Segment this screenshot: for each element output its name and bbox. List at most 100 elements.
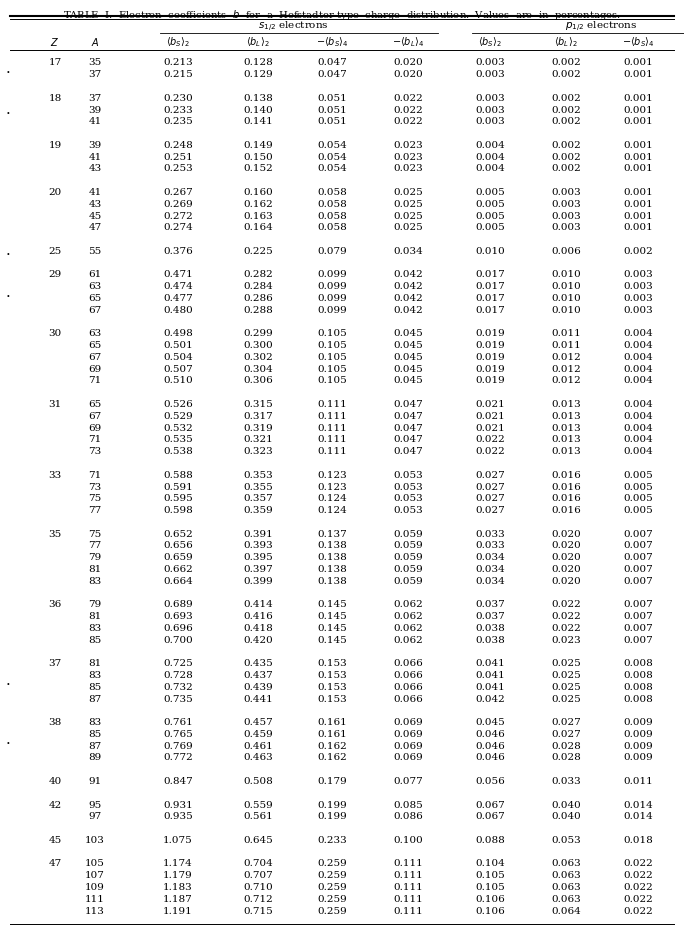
Text: 0.016: 0.016 (551, 494, 581, 503)
Text: 0.253: 0.253 (163, 164, 193, 173)
Text: 0.772: 0.772 (163, 753, 193, 762)
Text: 0.003: 0.003 (475, 105, 505, 115)
Text: 0.045: 0.045 (393, 353, 423, 362)
Text: 0.067: 0.067 (475, 813, 505, 821)
Text: 0.140: 0.140 (243, 105, 273, 115)
Text: 0.022: 0.022 (475, 435, 505, 445)
Text: 0.728: 0.728 (163, 671, 193, 680)
Text: 0.013: 0.013 (551, 447, 581, 456)
Text: 0.304: 0.304 (243, 364, 273, 374)
Text: 0.028: 0.028 (551, 742, 581, 750)
Text: 0.213: 0.213 (163, 59, 193, 67)
Text: 0.656: 0.656 (163, 541, 193, 551)
Text: 0.069: 0.069 (393, 753, 423, 762)
Text: 0.014: 0.014 (623, 801, 653, 810)
Text: 0.153: 0.153 (317, 694, 347, 704)
Text: 0.179: 0.179 (317, 777, 347, 786)
Text: 0.306: 0.306 (243, 377, 273, 386)
Text: 20: 20 (49, 188, 62, 197)
Text: 0.027: 0.027 (475, 494, 505, 503)
Text: 0.416: 0.416 (243, 612, 273, 621)
Text: 35: 35 (49, 529, 62, 539)
Text: 0.145: 0.145 (317, 600, 347, 610)
Text: 0.007: 0.007 (623, 612, 653, 621)
Text: 73: 73 (88, 483, 102, 491)
Text: 41: 41 (88, 117, 102, 127)
Text: 37: 37 (88, 94, 102, 103)
Text: 0.160: 0.160 (243, 188, 273, 197)
Text: 0.003: 0.003 (551, 199, 581, 209)
Text: 0.152: 0.152 (243, 164, 273, 173)
Text: 0.145: 0.145 (317, 636, 347, 645)
Text: 41: 41 (88, 188, 102, 197)
Text: 0.418: 0.418 (243, 624, 273, 633)
Text: 0.267: 0.267 (163, 188, 193, 197)
Text: 0.022: 0.022 (475, 447, 505, 456)
Text: 0.003: 0.003 (623, 282, 653, 291)
Text: 0.299: 0.299 (243, 329, 273, 338)
Text: 0.020: 0.020 (393, 70, 423, 79)
Text: 0.199: 0.199 (317, 813, 347, 821)
Text: 0.138: 0.138 (317, 541, 347, 551)
Text: 0.025: 0.025 (551, 694, 581, 704)
Text: 37: 37 (49, 659, 62, 668)
Text: 0.532: 0.532 (163, 424, 193, 432)
Text: 25: 25 (49, 247, 62, 256)
Text: 81: 81 (88, 659, 102, 668)
Text: 0.437: 0.437 (243, 671, 273, 680)
Text: 0.286: 0.286 (243, 294, 273, 303)
Text: 0.002: 0.002 (551, 153, 581, 161)
Text: 0.399: 0.399 (243, 577, 273, 585)
Text: 0.376: 0.376 (163, 247, 193, 256)
Text: 0.062: 0.062 (393, 636, 423, 645)
Text: .: . (5, 733, 10, 747)
Text: 0.598: 0.598 (163, 506, 193, 515)
Text: 30: 30 (49, 329, 62, 338)
Text: 39: 39 (88, 141, 102, 150)
Text: 87: 87 (88, 694, 102, 704)
Text: 0.056: 0.056 (475, 777, 505, 786)
Text: 18: 18 (49, 94, 62, 103)
Text: 0.058: 0.058 (317, 212, 347, 221)
Text: 0.008: 0.008 (623, 683, 653, 692)
Text: 43: 43 (88, 164, 102, 173)
Text: 0.020: 0.020 (551, 541, 581, 551)
Text: 0.002: 0.002 (551, 94, 581, 103)
Text: 38: 38 (49, 719, 62, 727)
Text: 0.027: 0.027 (475, 471, 505, 480)
Text: 97: 97 (88, 813, 102, 821)
Text: 0.059: 0.059 (393, 541, 423, 551)
Text: 0.023: 0.023 (393, 141, 423, 150)
Text: 0.007: 0.007 (623, 577, 653, 585)
Text: .: . (5, 103, 10, 117)
Text: 0.058: 0.058 (317, 224, 347, 232)
Text: 0.105: 0.105 (317, 341, 347, 350)
Text: 0.022: 0.022 (393, 105, 423, 115)
Text: 77: 77 (88, 541, 102, 551)
Text: 41: 41 (88, 153, 102, 161)
Text: 0.251: 0.251 (163, 153, 193, 161)
Text: 0.062: 0.062 (393, 600, 423, 610)
Text: 0.105: 0.105 (475, 883, 505, 892)
Text: 0.003: 0.003 (551, 212, 581, 221)
Text: 40: 40 (49, 777, 62, 786)
Text: 79: 79 (88, 600, 102, 610)
Text: 0.004: 0.004 (623, 400, 653, 409)
Text: 0.153: 0.153 (317, 683, 347, 692)
Text: 0.017: 0.017 (475, 294, 505, 303)
Text: 0.005: 0.005 (623, 506, 653, 515)
Text: 75: 75 (88, 529, 102, 539)
Text: 65: 65 (88, 400, 102, 409)
Text: 103: 103 (85, 836, 105, 845)
Text: 69: 69 (88, 364, 102, 374)
Text: 0.435: 0.435 (243, 659, 273, 668)
Text: 0.004: 0.004 (475, 141, 505, 150)
Text: 0.007: 0.007 (623, 541, 653, 551)
Text: 0.105: 0.105 (475, 871, 505, 880)
Text: 0.047: 0.047 (393, 447, 423, 456)
Text: 67: 67 (88, 412, 102, 421)
Text: 31: 31 (49, 400, 62, 409)
Text: 0.053: 0.053 (551, 836, 581, 845)
Text: 0.106: 0.106 (475, 907, 505, 915)
Text: 0.022: 0.022 (551, 600, 581, 610)
